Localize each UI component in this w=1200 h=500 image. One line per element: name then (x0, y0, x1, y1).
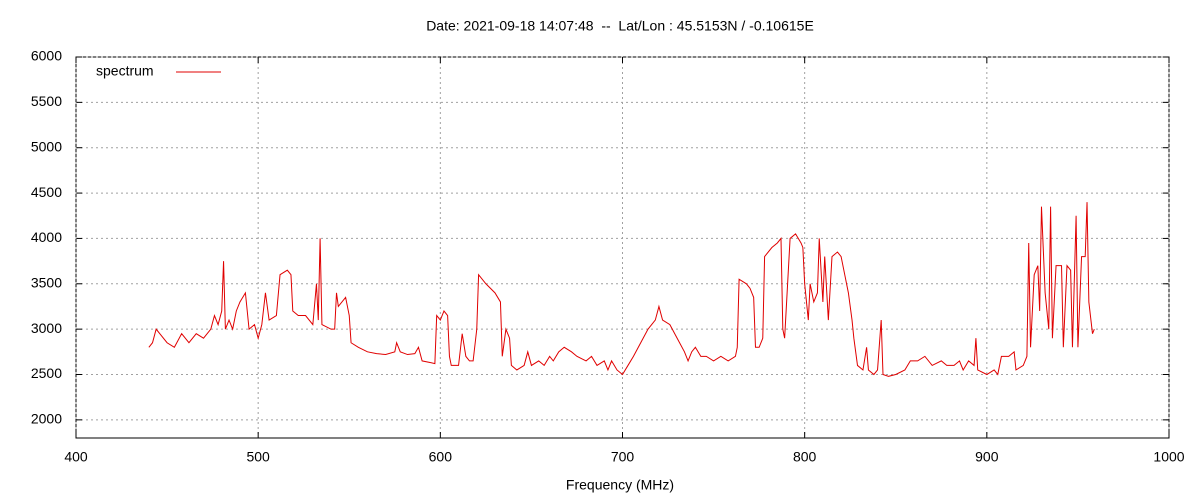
y-tick-label: 4500 (31, 184, 62, 200)
x-tick-label: 900 (975, 449, 999, 465)
y-tick-label: 2000 (31, 411, 62, 427)
y-tick-label: 5500 (31, 93, 62, 109)
data-line (148, 202, 1095, 377)
y-tick-label: 6000 (31, 48, 62, 64)
legend-label: spectrum (96, 63, 154, 79)
y-tick-label: 4000 (31, 229, 62, 245)
y-tick-label: 3500 (31, 274, 62, 290)
x-axis-label: Frequency (MHz) (566, 477, 674, 493)
y-tick-label: 5000 (31, 138, 62, 154)
y-tick-label: 2500 (31, 365, 62, 381)
y-tick-label: 3000 (31, 320, 62, 336)
x-tick-label: 600 (429, 449, 453, 465)
x-tick-label: 400 (64, 449, 88, 465)
x-tick-label: 800 (793, 449, 817, 465)
x-tick-label: 1000 (1153, 449, 1184, 465)
chart-title: Date: 2021-09-18 14:07:48 -- Lat/Lon : 4… (426, 18, 814, 34)
x-tick-label: 500 (246, 449, 270, 465)
x-tick-label: 700 (611, 449, 635, 465)
